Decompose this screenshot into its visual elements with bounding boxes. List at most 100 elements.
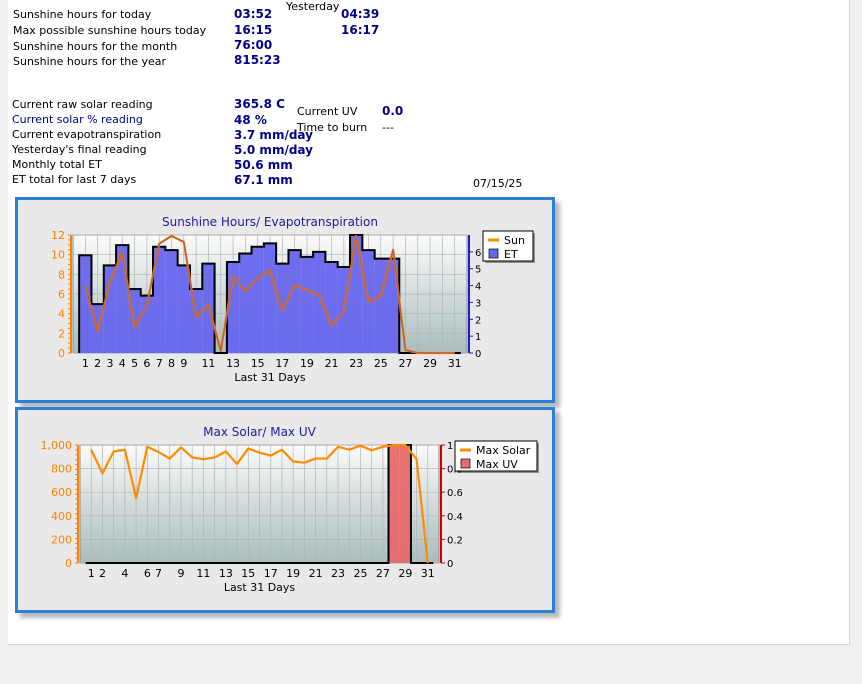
bar	[239, 253, 252, 353]
bar	[263, 243, 277, 353]
left-tick-label: 4	[58, 308, 65, 321]
x-tick-label: 2	[99, 567, 106, 580]
evapo-value: 3.7 mm/day	[234, 128, 313, 142]
right-tick-label: 0	[475, 349, 481, 360]
max-possible-label: Max possible sunshine hours today	[13, 24, 207, 37]
legend-bar-swatch	[488, 248, 499, 259]
sunshine-today-label: Sunshine hours for today	[13, 8, 152, 21]
x-tick-label: 7	[156, 357, 163, 370]
right-tick-label: 4	[475, 282, 481, 293]
x-tick-label: 25	[353, 567, 367, 580]
left-tick-label: 8	[58, 268, 65, 281]
x-tick-label: 23	[349, 357, 363, 370]
right-tick-label: 0	[447, 559, 453, 570]
x-tick-label: 17	[264, 567, 278, 580]
weather-page: Sunshine hours for today 03:52 Yesterday…	[8, 0, 850, 645]
x-tick-label: 5	[131, 357, 138, 370]
solar-pct-label: Current solar % reading	[12, 113, 143, 126]
bar-outline	[85, 444, 434, 564]
bar	[288, 250, 301, 353]
right-tick-label: 5	[475, 265, 481, 276]
right-tick-label: 2	[475, 315, 481, 326]
x-tick-label: 11	[196, 567, 210, 580]
sunshine-today-value: 03:52	[234, 7, 273, 21]
bar	[153, 246, 166, 353]
left-tick-label: 400	[51, 510, 72, 523]
bar	[251, 246, 264, 353]
bar	[226, 261, 240, 353]
bar	[103, 265, 117, 353]
raw-solar-label: Current raw solar reading	[12, 98, 153, 111]
right-tick-label: 1	[475, 332, 481, 343]
left-tick-label: 800	[51, 463, 72, 476]
x-axis-label: Last 31 Days	[224, 581, 296, 594]
x-tick-label: 19	[300, 357, 314, 370]
x-tick-label: 31	[421, 567, 435, 580]
month-sunshine-value: 76:00	[234, 38, 273, 52]
chart-title: Max Solar/ Max UV	[203, 425, 316, 439]
x-tick-label: 21	[325, 357, 339, 370]
legend-bar-label: ET	[504, 248, 518, 261]
right-tick-label: 6	[475, 248, 481, 259]
x-tick-label: 9	[180, 357, 187, 370]
bar	[300, 256, 314, 353]
x-tick-label: 9	[177, 567, 184, 580]
bar	[325, 261, 338, 353]
x-tick-label: 25	[374, 357, 388, 370]
left-tick-label: 10	[51, 249, 65, 262]
yesterday-sunshine-value: 04:39	[341, 7, 380, 21]
x-tick-label: 4	[119, 357, 126, 370]
x-tick-label: 27	[376, 567, 390, 580]
x-tick-label: 1	[82, 357, 89, 370]
x-tick-label: 13	[219, 567, 233, 580]
legend-bar-swatch	[460, 458, 471, 469]
raw-solar-value: 365.8 C	[234, 97, 285, 111]
x-tick-label: 15	[241, 567, 255, 580]
left-tick-label: 600	[51, 486, 72, 499]
x-tick-label: 31	[448, 357, 462, 370]
et7-label: ET total for last 7 days	[12, 173, 137, 186]
sunshine-et-chart: Sunshine Hours/ Evapotranspiration 0 2 4 6 8 1…	[51, 215, 535, 384]
bar	[386, 258, 400, 353]
solar-uv-chart-panel: Max Solar/ Max UV 0 200 400 600 800 1,000 0 0.2 0…	[15, 407, 555, 613]
year-sunshine-value: 815:23	[234, 53, 281, 67]
right-tick-label: 3	[475, 298, 481, 309]
bar	[165, 250, 178, 353]
max-possible-yesterday-value: 16:17	[341, 23, 380, 37]
monthly-et-label: Monthly total ET	[12, 158, 102, 171]
legend-bar-label: Max UV	[476, 458, 518, 471]
left-tick-label: 0	[65, 557, 72, 570]
bar	[388, 445, 400, 563]
x-tick-label: 4	[121, 567, 128, 580]
month-sunshine-label: Sunshine hours for the month	[13, 40, 178, 53]
x-tick-label: 8	[168, 357, 175, 370]
max-possible-value: 16:15	[234, 23, 273, 37]
uv-label: Current UV	[297, 105, 358, 118]
right-tick-label: 1	[447, 441, 453, 452]
x-tick-label: 21	[309, 567, 323, 580]
x-tick-label: 15	[251, 357, 265, 370]
x-tick-label: 29	[423, 357, 437, 370]
x-tick-label: 11	[201, 357, 215, 370]
legend-line-label: Max Solar	[476, 444, 531, 457]
bar	[177, 265, 190, 353]
bar	[374, 258, 387, 353]
date-label: 07/15/25	[473, 177, 523, 190]
right-tick-label: 0.2	[447, 535, 463, 546]
x-tick-label: 6	[143, 357, 150, 370]
left-tick-label: 0	[58, 347, 65, 360]
x-tick-label: 1	[88, 567, 95, 580]
x-tick-label: 3	[106, 357, 113, 370]
x-tick-label: 2	[94, 357, 101, 370]
et7-value: 67.1 mm	[234, 173, 293, 187]
bar	[189, 288, 203, 353]
bar	[313, 251, 326, 353]
left-tick-label: 2	[58, 327, 65, 340]
bar	[350, 235, 363, 353]
line-series	[90, 443, 429, 564]
left-tick-label: 6	[58, 288, 65, 301]
yesterday-final-label: Yesterday's final reading	[12, 143, 147, 156]
burn-value: ---	[382, 121, 394, 134]
x-tick-label: 13	[226, 357, 240, 370]
line-series-shade	[84, 235, 455, 354]
